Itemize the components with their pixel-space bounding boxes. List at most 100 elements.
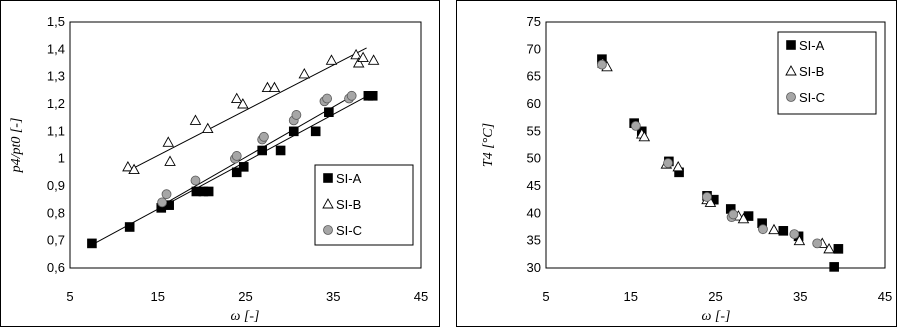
data-point	[291, 110, 302, 120]
chart-frame	[456, 0, 897, 327]
data-point	[124, 222, 135, 232]
temperature-chart: 5 15 25 35 45 30 35 40 45 50 55 60 65 70 75 ω [-] T4 …	[456, 0, 897, 327]
legend-marker	[322, 198, 334, 209]
y-tick-label: 1,3	[47, 69, 65, 84]
legend-label: SI-C	[799, 90, 825, 105]
y-tick-labels: 0,6 0,7 0,8 0,9 1 1,1 1,2 1,3 1,4 1,5	[47, 14, 65, 275]
y-tick-labels: 30 35 40 45 50 55 60 65 70 75	[527, 14, 541, 275]
data-point	[367, 54, 380, 65]
data-point	[268, 81, 281, 93]
y-tick-label: 70	[527, 41, 541, 56]
data-point	[238, 162, 249, 172]
data-point	[203, 186, 214, 197]
y-tick-label: 0,6	[47, 260, 65, 275]
x-axis-label: ω [-]	[702, 309, 731, 324]
data-point	[367, 91, 378, 101]
y-tick-label: 0,8	[47, 205, 65, 220]
x-tick-label: 15	[151, 289, 165, 304]
y-tick-label: 75	[527, 14, 541, 29]
y-tick-label: 1,5	[47, 14, 65, 29]
data-point	[350, 48, 362, 60]
data-point	[161, 189, 172, 200]
data-point	[162, 136, 175, 147]
data-point	[829, 262, 839, 272]
data-point	[261, 81, 274, 93]
legend-box	[314, 164, 414, 246]
data-point	[322, 93, 333, 104]
x-tick-label: 35	[793, 289, 807, 304]
data-point	[298, 68, 311, 79]
data-point	[812, 238, 823, 249]
y-tick-label: 1,1	[47, 123, 65, 138]
plot-area	[545, 21, 886, 269]
data-point	[352, 57, 365, 68]
data-point	[758, 224, 768, 235]
data-point	[630, 120, 641, 131]
x-tick-label: 45	[878, 289, 892, 304]
y-tick-label: 1	[58, 151, 65, 166]
data-point	[259, 131, 269, 142]
y-tick-label: 35	[527, 233, 541, 248]
data-point	[737, 212, 750, 224]
data-point	[768, 223, 780, 235]
x-tick-label: 5	[542, 289, 549, 304]
y-tick-label: 30	[527, 260, 541, 275]
data-point	[164, 155, 176, 166]
data-point	[257, 145, 267, 156]
x-tick-label: 25	[708, 289, 722, 304]
data-point	[793, 234, 806, 246]
data-points	[597, 54, 844, 272]
data-point	[157, 197, 168, 208]
x-tick-label: 25	[238, 289, 252, 304]
data-point	[357, 51, 369, 62]
data-point	[275, 145, 286, 156]
pressure-ratio-chart: 5 15 25 35 45 0,6 0,7 0,8 0,9 1 1,1 1,2 1,3 1,4 1,5 ω…	[0, 0, 440, 327]
legend: SI-A SI-B SI-C	[777, 31, 877, 115]
data-point	[237, 98, 249, 109]
data-point	[597, 59, 607, 70]
data-point	[702, 192, 712, 202]
data-point	[310, 126, 321, 137]
data-point	[128, 163, 140, 175]
x-tick-label: 5	[66, 289, 73, 304]
legend: SI-A SI-B SI-C	[314, 164, 414, 246]
data-point	[728, 209, 739, 220]
y-tick-label: 65	[527, 69, 541, 84]
data-point	[87, 238, 97, 249]
data-point	[324, 107, 334, 117]
y-tick-label: 60	[527, 96, 541, 111]
data-point	[231, 167, 242, 178]
x-tick-labels: 5 15 25 35 45	[542, 289, 892, 304]
legend-label: SI-A	[799, 38, 825, 53]
data-point	[230, 92, 243, 103]
data-point	[122, 160, 134, 172]
data-point	[190, 175, 201, 186]
chart-frame	[0, 0, 440, 327]
legend-label: SI-A	[336, 171, 362, 186]
x-tick-label: 15	[624, 289, 638, 304]
data-point	[833, 244, 844, 254]
y-tick-label: 1,4	[47, 41, 65, 56]
legend-box	[777, 31, 877, 115]
data-point	[778, 226, 789, 236]
y-tick-label: 0,7	[47, 233, 65, 248]
y-tick-label: 1,2	[47, 96, 65, 111]
data-point	[288, 126, 299, 137]
data-point	[672, 160, 684, 172]
legend-marker	[785, 65, 797, 76]
data-point	[704, 196, 717, 207]
y-axis-label: T4 [°C]	[481, 123, 496, 167]
x-axis-label: ω [-]	[231, 309, 260, 324]
y-tick-label: 40	[527, 205, 541, 220]
data-point	[823, 242, 835, 254]
legend-label: SI-C	[336, 223, 362, 238]
x-tick-label: 35	[326, 289, 340, 304]
legend-label: SI-B	[799, 64, 824, 79]
y-tick-label: 0,9	[47, 178, 65, 193]
data-point	[663, 158, 673, 168]
data-point	[231, 151, 242, 161]
y-tick-label: 50	[527, 151, 541, 166]
data-point	[346, 90, 357, 101]
x-tick-label: 45	[414, 289, 428, 304]
x-tick-labels: 5 15 25 35 45	[66, 289, 428, 304]
